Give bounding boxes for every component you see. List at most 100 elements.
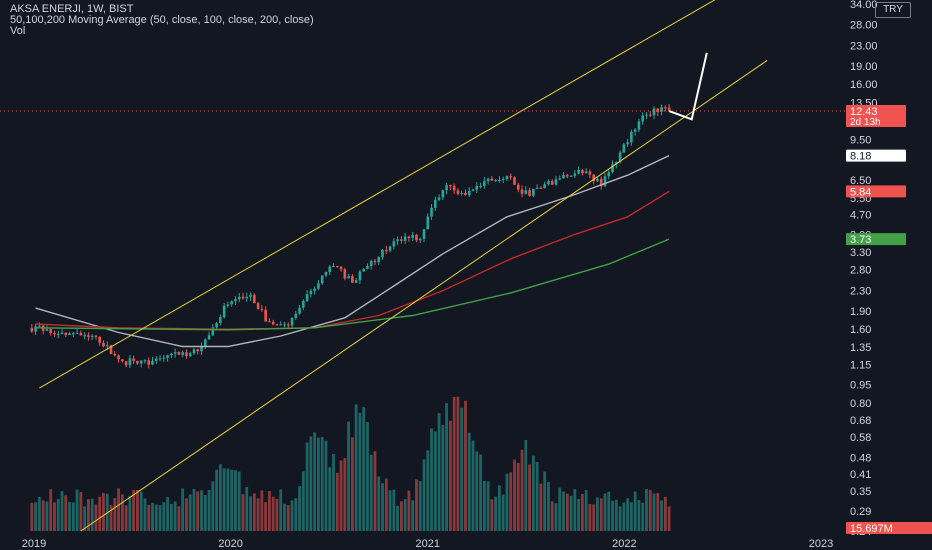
- volume-bar: [366, 422, 369, 531]
- time-tick-label: 2019: [22, 538, 46, 550]
- volume-bar: [460, 407, 464, 531]
- candle-body: [396, 239, 399, 242]
- volume-bar: [418, 481, 422, 531]
- volume-bar: [203, 495, 207, 531]
- price-tick-label: 0.41: [850, 469, 871, 481]
- candle-body: [139, 360, 143, 364]
- candle-body: [520, 189, 524, 194]
- moving-average-legend[interactable]: 50,100,200 Moving Average (50, close, 10…: [10, 14, 314, 26]
- price-tick-label: 4.70: [850, 210, 871, 222]
- price-tick-label: 0.80: [850, 398, 871, 410]
- price-badge-countdown: 2d 13h: [850, 117, 881, 128]
- volume-bar: [516, 462, 520, 531]
- candle-body: [509, 176, 513, 178]
- price-badge: [846, 149, 906, 162]
- volume-bar: [445, 403, 449, 531]
- volume-bar: [637, 500, 641, 531]
- candle-body: [577, 169, 580, 174]
- volume-bar: [494, 496, 498, 531]
- volume-bar: [543, 471, 547, 531]
- candle-body: [532, 188, 535, 196]
- candle-body: [185, 352, 188, 357]
- candle-body: [170, 353, 173, 356]
- candle-body: [501, 178, 505, 181]
- volume-bar: [305, 442, 309, 531]
- candle-body: [539, 187, 543, 189]
- volume-bar: [611, 500, 614, 531]
- volume-bar: [392, 489, 396, 531]
- volume-bar: [618, 506, 622, 531]
- candle-body: [30, 327, 34, 332]
- candle-body: [90, 335, 94, 337]
- volume-bar: [343, 458, 347, 531]
- volume-bar: [358, 412, 362, 531]
- volume-bar: [603, 493, 607, 531]
- candle-body: [547, 181, 550, 185]
- volume-bar: [49, 489, 53, 531]
- candle-body: [207, 335, 211, 340]
- candle-body: [351, 276, 354, 283]
- candle-body: [369, 260, 373, 267]
- candle-body: [87, 335, 90, 337]
- candle-body: [45, 329, 49, 331]
- candle-body: [479, 186, 482, 188]
- price-tick-label: 19.00: [850, 61, 878, 73]
- volume-bar: [396, 505, 400, 531]
- candle-body: [313, 288, 316, 291]
- price-tick-label: 2.80: [850, 265, 871, 277]
- volume-bar: [430, 428, 433, 531]
- candle-body: [615, 162, 618, 165]
- volume-bar: [471, 440, 475, 531]
- volume-bar: [317, 437, 320, 531]
- candle-body: [535, 187, 539, 189]
- volume-bar: [607, 491, 611, 531]
- volume-bar: [622, 502, 626, 531]
- volume-bar: [56, 499, 60, 531]
- candle-body: [449, 185, 452, 187]
- volume-bar: [147, 504, 151, 531]
- volume-bar: [452, 396, 456, 531]
- candle-body: [652, 108, 656, 116]
- volume-bar: [207, 489, 211, 531]
- candle-body: [645, 114, 648, 116]
- candle-body: [486, 178, 490, 182]
- volume-bar: [132, 489, 136, 531]
- candle-body: [335, 266, 339, 268]
- candle-body: [309, 290, 313, 295]
- volume-bar: [467, 432, 471, 531]
- candle-body: [611, 164, 614, 173]
- candle-body: [456, 190, 460, 194]
- volume-bar: [75, 489, 79, 531]
- candle-body: [343, 269, 347, 279]
- volume-bar: [60, 491, 64, 531]
- candle-body: [105, 345, 109, 347]
- currency-button[interactable]: TRY: [875, 2, 911, 18]
- candle-body: [230, 301, 233, 305]
- candle-body: [60, 332, 64, 334]
- volume-bar: [373, 451, 377, 531]
- price-tick-label: 1.15: [850, 359, 871, 371]
- candle-body: [403, 236, 407, 241]
- volume-bar: [599, 498, 603, 531]
- candle-body: [192, 349, 196, 354]
- volume-bar: [120, 494, 124, 531]
- symbol-title[interactable]: AKSA ENERJI, 1W, BIST: [10, 3, 134, 15]
- price-tick-label: 0.48: [850, 452, 871, 464]
- volume-bar: [531, 455, 535, 531]
- price-badge-label: 5.84: [850, 186, 871, 198]
- candle-body: [452, 185, 456, 191]
- candle-body: [562, 174, 565, 179]
- candle-body: [475, 186, 479, 190]
- volume-legend[interactable]: Vol: [10, 25, 26, 37]
- candle-body: [558, 178, 562, 180]
- volume-bar: [98, 496, 102, 531]
- candle-body: [196, 349, 200, 352]
- candle-body: [592, 174, 595, 182]
- volume-bar: [113, 497, 117, 531]
- volume-bar: [347, 421, 350, 531]
- volume-bar: [154, 504, 158, 531]
- volume-bar: [313, 432, 317, 531]
- volume-bar: [482, 480, 486, 531]
- candle-body: [441, 190, 445, 198]
